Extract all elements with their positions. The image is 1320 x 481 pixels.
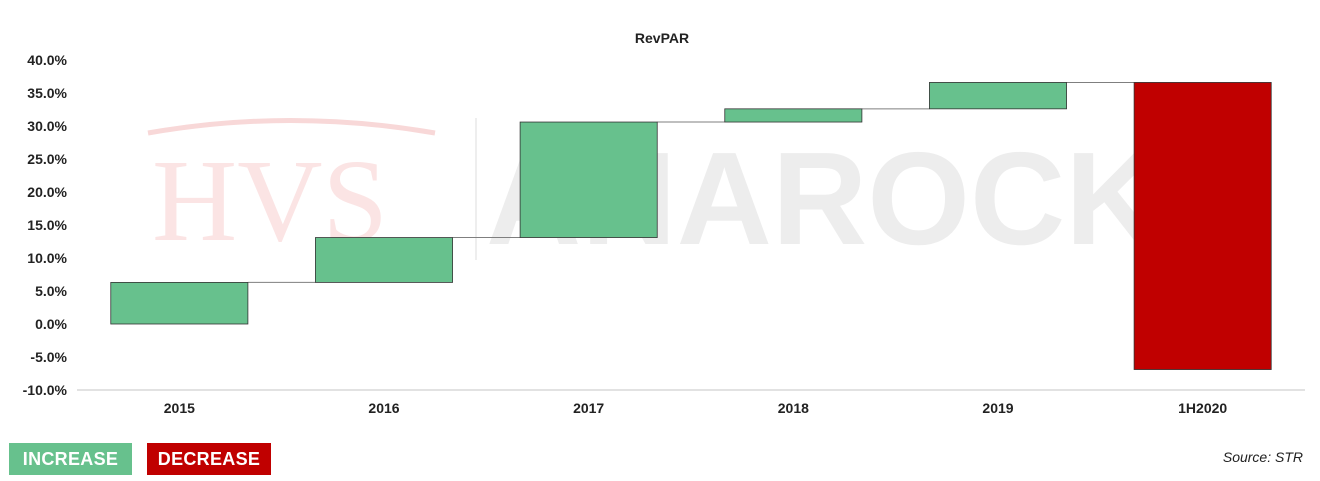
y-tick-label: 15.0% bbox=[27, 217, 67, 233]
x-tick-label: 2017 bbox=[573, 400, 604, 416]
connector-lines bbox=[247, 81, 1135, 283]
chart-title: RevPAR bbox=[635, 30, 689, 46]
x-tick-label: 1H2020 bbox=[1178, 400, 1227, 416]
bar-1H2020 bbox=[1133, 82, 1272, 370]
x-axis-labels: 2015 2016 2017 2018 2019 1H2020 bbox=[164, 400, 1228, 416]
y-tick-label: 30.0% bbox=[27, 118, 67, 134]
x-tick-label: 2016 bbox=[368, 400, 399, 416]
chart-svg: HVS ANAROCK RevPAR -10.0%-5.0%0.0%5.0%10… bbox=[23, 30, 1305, 416]
legend-increase: INCREASE bbox=[9, 443, 132, 475]
x-tick-label: 2018 bbox=[778, 400, 809, 416]
bars bbox=[110, 82, 1272, 370]
x-tick-label: 2015 bbox=[164, 400, 195, 416]
y-tick-label: 20.0% bbox=[27, 184, 67, 200]
y-tick-label: -10.0% bbox=[23, 382, 68, 398]
bar-2018 bbox=[724, 108, 863, 123]
x-tick-label: 2019 bbox=[982, 400, 1013, 416]
bar-2016 bbox=[315, 237, 453, 283]
y-tick-label: 35.0% bbox=[27, 85, 67, 101]
bar-2015 bbox=[110, 282, 249, 325]
bar-2017 bbox=[519, 121, 658, 238]
y-tick-label: 5.0% bbox=[35, 283, 67, 299]
source-note: Source: STR bbox=[1222, 449, 1303, 465]
y-tick-label: 0.0% bbox=[35, 316, 67, 332]
y-tick-label: -5.0% bbox=[30, 349, 67, 365]
bar-2019 bbox=[929, 82, 1067, 110]
y-tick-label: 10.0% bbox=[27, 250, 67, 266]
y-tick-label: 40.0% bbox=[27, 52, 67, 68]
y-axis-ticks: -10.0% -5.0% 0.0% 5.0% 10.0% 15.0% 20.0% 25.0% 3… bbox=[23, 52, 68, 398]
legend-decrease: DECREASE bbox=[147, 443, 271, 475]
y-tick-label: 25.0% bbox=[27, 151, 67, 167]
waterfall-chart: HVS ANAROCK RevPAR -10.0% -5.0% 0.0% 5.0% 10… bbox=[23, 30, 1305, 416]
